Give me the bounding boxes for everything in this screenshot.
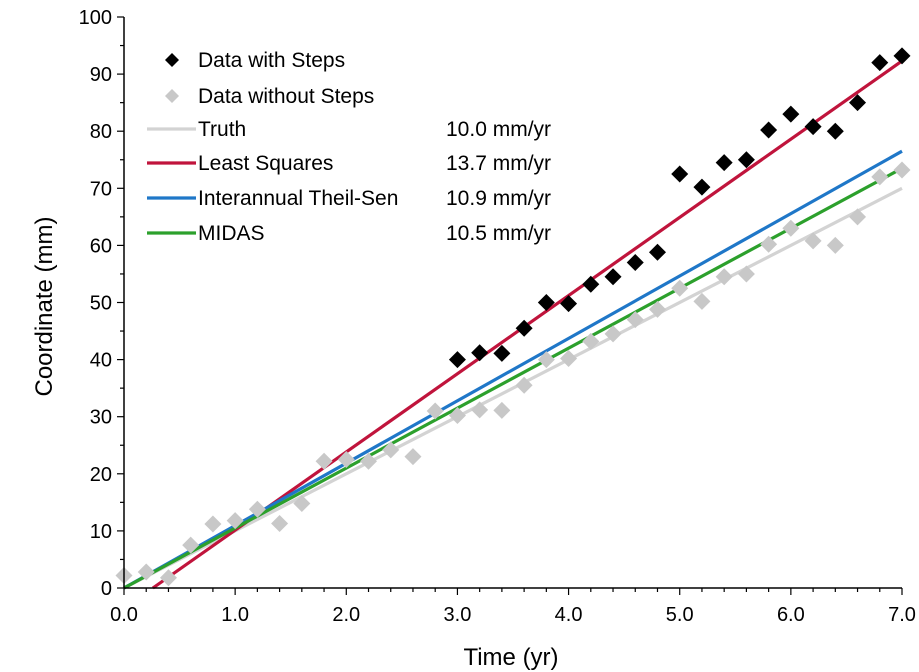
point-data-with-steps — [760, 121, 778, 139]
point-data-without-steps — [337, 451, 355, 469]
legend-label-data-without-steps: Data without Steps — [198, 85, 374, 108]
point-data-without-steps — [582, 332, 600, 350]
point-data-without-steps — [671, 279, 689, 297]
y-tick-label: 90 — [90, 64, 112, 86]
legend-label-data-with-steps: Data with Steps — [198, 49, 345, 72]
legend-label-midas: MIDAS — [198, 222, 265, 245]
y-tick-label: 100 — [79, 7, 112, 29]
point-data-with-steps — [493, 344, 511, 362]
x-tick-label: 2.0 — [332, 604, 360, 626]
x-axis-title: Time (yr) — [463, 644, 558, 671]
point-data-with-steps — [849, 94, 867, 112]
point-data-with-steps — [648, 243, 666, 261]
point-data-with-steps — [826, 122, 844, 140]
legend-label-truth: Truth — [198, 118, 246, 141]
point-data-without-steps — [537, 351, 555, 369]
point-data-without-steps — [782, 219, 800, 237]
point-data-without-steps — [137, 563, 155, 581]
point-data-without-steps — [271, 514, 289, 532]
point-data-without-steps — [182, 536, 200, 554]
point-data-without-steps — [159, 569, 177, 587]
point-data-with-steps — [804, 118, 822, 136]
point-data-without-steps — [226, 512, 244, 530]
point-data-without-steps — [604, 325, 622, 343]
point-data-without-steps — [871, 168, 889, 186]
point-data-without-steps — [648, 300, 666, 318]
y-tick-label: 40 — [90, 350, 112, 372]
legend-marker-data-without-steps — [165, 89, 179, 103]
x-tick-label: 3.0 — [444, 604, 472, 626]
y-tick-label: 80 — [90, 121, 112, 143]
y-tick-label: 50 — [90, 293, 112, 315]
point-data-without-steps — [515, 376, 533, 394]
point-data-with-steps — [471, 344, 489, 362]
point-data-with-steps — [715, 154, 733, 172]
point-data-without-steps — [826, 236, 844, 254]
legend-label-least-squares: Least Squares — [198, 152, 333, 175]
point-data-without-steps — [737, 265, 755, 283]
point-data-without-steps — [760, 235, 778, 253]
point-data-without-steps — [849, 208, 867, 226]
y-tick-label: 0 — [101, 578, 112, 600]
legend-label-theil-sen: Interannual Theil-Sen — [198, 187, 398, 210]
axes — [117, 16, 903, 595]
point-data-with-steps — [626, 254, 644, 272]
x-tick-label: 1.0 — [221, 604, 249, 626]
y-tick-label: 70 — [90, 178, 112, 200]
point-data-without-steps — [693, 292, 711, 310]
point-data-without-steps — [493, 401, 511, 419]
point-data-with-steps — [737, 151, 755, 169]
x-tick-label: 0.0 — [110, 604, 138, 626]
legend-marker-data-with-steps — [165, 53, 179, 67]
line-truth — [123, 186, 903, 590]
point-data-without-steps — [404, 448, 422, 466]
point-data-without-steps — [426, 402, 444, 420]
point-data-with-steps — [537, 294, 555, 311]
legend-rate-midas: 10.5 mm/yr — [446, 222, 551, 245]
point-data-without-steps — [471, 401, 489, 419]
point-data-without-steps — [893, 161, 911, 179]
y-axis-title: Coordinate (mm) — [31, 216, 58, 396]
legend-rate-truth: 10.0 mm/yr — [446, 118, 551, 141]
point-data-without-steps — [204, 515, 222, 533]
legend: Data with Steps Data without Steps Truth… — [147, 49, 551, 245]
legend-rate-theil-sen: 10.9 mm/yr — [446, 187, 551, 210]
point-data-without-steps — [715, 268, 733, 286]
point-data-with-steps — [560, 295, 578, 313]
point-data-without-steps — [804, 232, 822, 250]
point-data-without-steps — [293, 494, 311, 512]
tick-labels: 0 10 20 30 40 50 60 70 80 90 100 0.0 1.0 2.0 3.0 4.0 5.0… — [79, 7, 916, 626]
point-data-with-steps — [893, 47, 911, 65]
x-tick-label: 6.0 — [777, 604, 805, 626]
point-data-with-steps — [782, 105, 800, 123]
x-tick-label: 4.0 — [555, 604, 583, 626]
line-midas — [123, 166, 903, 590]
point-data-without-steps — [448, 407, 466, 425]
x-tick-label: 5.0 — [666, 604, 694, 626]
point-data-without-steps — [360, 452, 378, 470]
legend-rate-least-squares: 13.7 mm/yr — [446, 152, 551, 175]
point-data-with-steps — [582, 275, 600, 293]
point-data-with-steps — [871, 54, 889, 72]
y-tick-label: 60 — [90, 235, 112, 257]
y-tick-label: 10 — [90, 521, 112, 543]
plot-lines — [123, 59, 903, 590]
y-tick-label: 20 — [90, 464, 112, 486]
point-data-with-steps — [604, 268, 622, 286]
point-data-without-steps — [382, 441, 400, 459]
point-data-without-steps — [626, 311, 644, 329]
line-interannual-theil-sen — [123, 149, 903, 590]
point-data-with-steps — [693, 178, 711, 196]
point-data-with-steps — [671, 165, 689, 183]
y-tick-label: 30 — [90, 407, 112, 429]
point-data-without-steps — [560, 349, 578, 367]
x-tick-label: 7.0 — [888, 604, 916, 626]
point-data-with-steps — [448, 351, 466, 369]
point-data-without-steps — [248, 500, 266, 518]
point-data-without-steps — [315, 452, 333, 470]
point-data-with-steps — [515, 319, 533, 337]
